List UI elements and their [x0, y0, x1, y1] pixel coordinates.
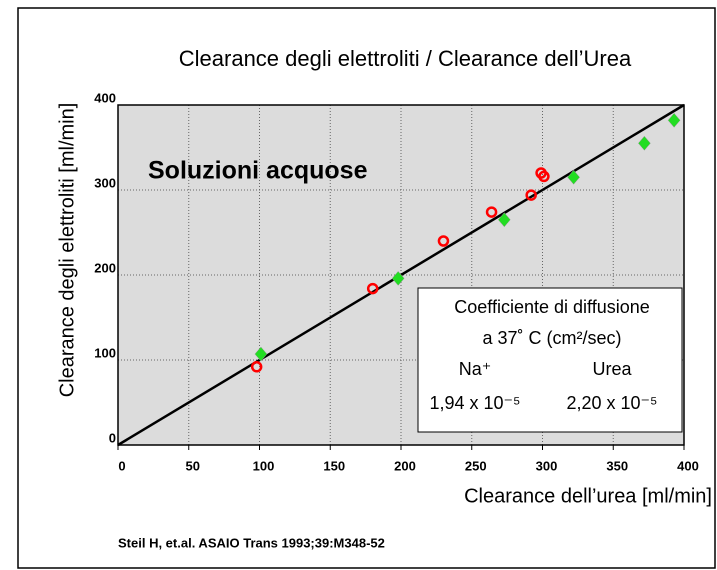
x-tick-label: 150	[323, 458, 345, 473]
y-tick-label: 300	[94, 175, 116, 190]
point	[366, 282, 379, 295]
point	[667, 112, 681, 128]
x-tick-label: 0	[118, 458, 125, 473]
info-text: 1,94 x 10⁻⁵	[429, 393, 520, 413]
info-box	[417, 287, 683, 433]
annotation: Soluzioni acquose	[148, 157, 368, 185]
point	[391, 271, 405, 286]
chart-title: Clearance degli elettroliti / Clearance …	[179, 46, 632, 71]
point	[567, 169, 580, 185]
x-tick-label: 100	[253, 458, 275, 473]
y-tick-label: 100	[94, 345, 116, 360]
x-tick-label: 250	[465, 458, 487, 473]
point	[437, 235, 450, 247]
x-axis-label: Clearance dell’urea [ml/min]	[464, 485, 712, 507]
x-tick-label: 350	[606, 458, 628, 473]
source: Steil H, et.al. ASAIO Trans 1993;39:M348…	[118, 535, 385, 550]
info-text: Urea	[592, 359, 632, 379]
point	[538, 170, 550, 183]
point	[525, 189, 537, 201]
info-text: a 37˚ C (cm²/sec)	[482, 328, 621, 348]
point	[485, 206, 498, 218]
y-axis-label: Clearance degli elettroliti [ml/min]	[56, 103, 78, 398]
point	[497, 212, 511, 228]
y-tick-label: 400	[94, 90, 116, 105]
y-tick-label: 0	[109, 430, 116, 445]
frame	[17, 7, 716, 569]
point	[638, 135, 651, 151]
x-tick-label: 400	[677, 458, 699, 473]
y-tick-label: 200	[94, 260, 116, 275]
x-tick-label: 200	[394, 458, 416, 473]
x-tick-label: 50	[186, 458, 200, 473]
info-text: 2,20 x 10⁻⁵	[566, 393, 657, 413]
plot-border	[117, 104, 685, 446]
point	[254, 346, 268, 362]
info-text: Coefficiente di diffusione	[454, 297, 649, 317]
x-tick-label: 300	[536, 458, 558, 473]
info-text: Na⁺	[459, 359, 492, 379]
point	[250, 361, 263, 373]
